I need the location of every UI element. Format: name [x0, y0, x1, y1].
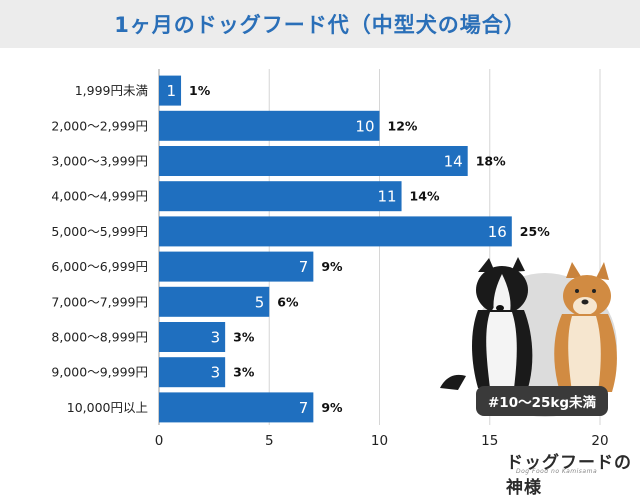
dog-illustration	[440, 257, 617, 417]
bar-value-label: 14	[444, 153, 463, 171]
bar	[159, 146, 468, 176]
logo-subtext: Dog Food no Kamisama	[516, 468, 598, 475]
chart-title: 1ヶ月のドッグフード代（中型犬の場合）	[114, 13, 526, 37]
bar	[159, 286, 270, 317]
category-label: 8,000〜8,999円	[51, 330, 148, 345]
category-label: 7,000〜7,999円	[51, 294, 148, 309]
category-label: 2,000〜2,999円	[51, 118, 148, 133]
bar-value-label: 1	[167, 82, 177, 100]
border-collie-dog-icon	[440, 257, 533, 394]
category-label: 6,000〜6,999円	[51, 259, 148, 274]
x-tick-label: 20	[591, 433, 608, 449]
percentage-label: 6%	[277, 294, 299, 309]
x-tick-label: 0	[155, 433, 164, 449]
x-tick-label: 5	[265, 433, 274, 449]
bar-value-label: 7	[299, 399, 309, 417]
percentage-label: 3%	[233, 365, 255, 380]
bar	[159, 392, 314, 423]
percentage-label: 25%	[520, 224, 550, 239]
category-label: 1,999円未満	[75, 83, 148, 98]
bar	[159, 216, 512, 247]
weight-badge: #10〜25kg未満	[476, 386, 608, 416]
bar-chart: 1 1% 10 12% 14 18% 11 14% 16 25% 7 9% 5 6% 3 3% 3 3% 7 9% 1…	[51, 69, 617, 449]
percentage-label: 9%	[321, 259, 343, 274]
bar-value-label: 16	[488, 223, 507, 241]
category-labels: 1,999円未満 2,000〜2,999円 3,000〜3,999円 4,000〜4,…	[51, 83, 148, 415]
bar	[159, 181, 402, 212]
bar	[159, 251, 314, 282]
bar-value-label: 7	[299, 258, 309, 276]
percentage-label: 3%	[233, 330, 255, 345]
bar	[159, 357, 226, 388]
percentage-label: 1%	[189, 83, 211, 98]
bar	[159, 322, 226, 352]
category-label: 4,000〜4,999円	[51, 189, 148, 204]
x-axis-ticks: 0 5 10 15 20	[155, 433, 609, 449]
site-logo: ドッグフードの神様 Dog Food no Kamisama	[506, 448, 636, 498]
bar-value-label: 3	[211, 329, 221, 347]
category-label: 5,000〜5,999円	[51, 224, 148, 239]
percentage-label: 14%	[410, 189, 440, 204]
category-label: 10,000円以上	[67, 400, 148, 415]
bar	[159, 75, 182, 106]
title-bar: 1ヶ月のドッグフード代（中型犬の場合）	[0, 0, 640, 48]
bar-value-label: 10	[355, 117, 374, 135]
bars: 1 1% 10 12% 14 18% 11 14% 16 25% 7 9% 5 6% 3 3% 3 3% 7 9%	[159, 75, 550, 423]
bar-value-label: 5	[255, 293, 265, 311]
percentage-label: 18%	[476, 154, 506, 169]
bar-value-label: 3	[211, 364, 221, 382]
category-label: 9,000〜9,999円	[51, 365, 148, 380]
category-label: 3,000〜3,999円	[51, 154, 148, 169]
bar-value-label: 11	[377, 188, 396, 206]
bar	[159, 110, 380, 141]
percentage-label: 12%	[388, 118, 418, 133]
x-tick-label: 10	[371, 433, 388, 449]
x-tick-label: 15	[481, 433, 498, 449]
percentage-label: 9%	[321, 400, 343, 415]
